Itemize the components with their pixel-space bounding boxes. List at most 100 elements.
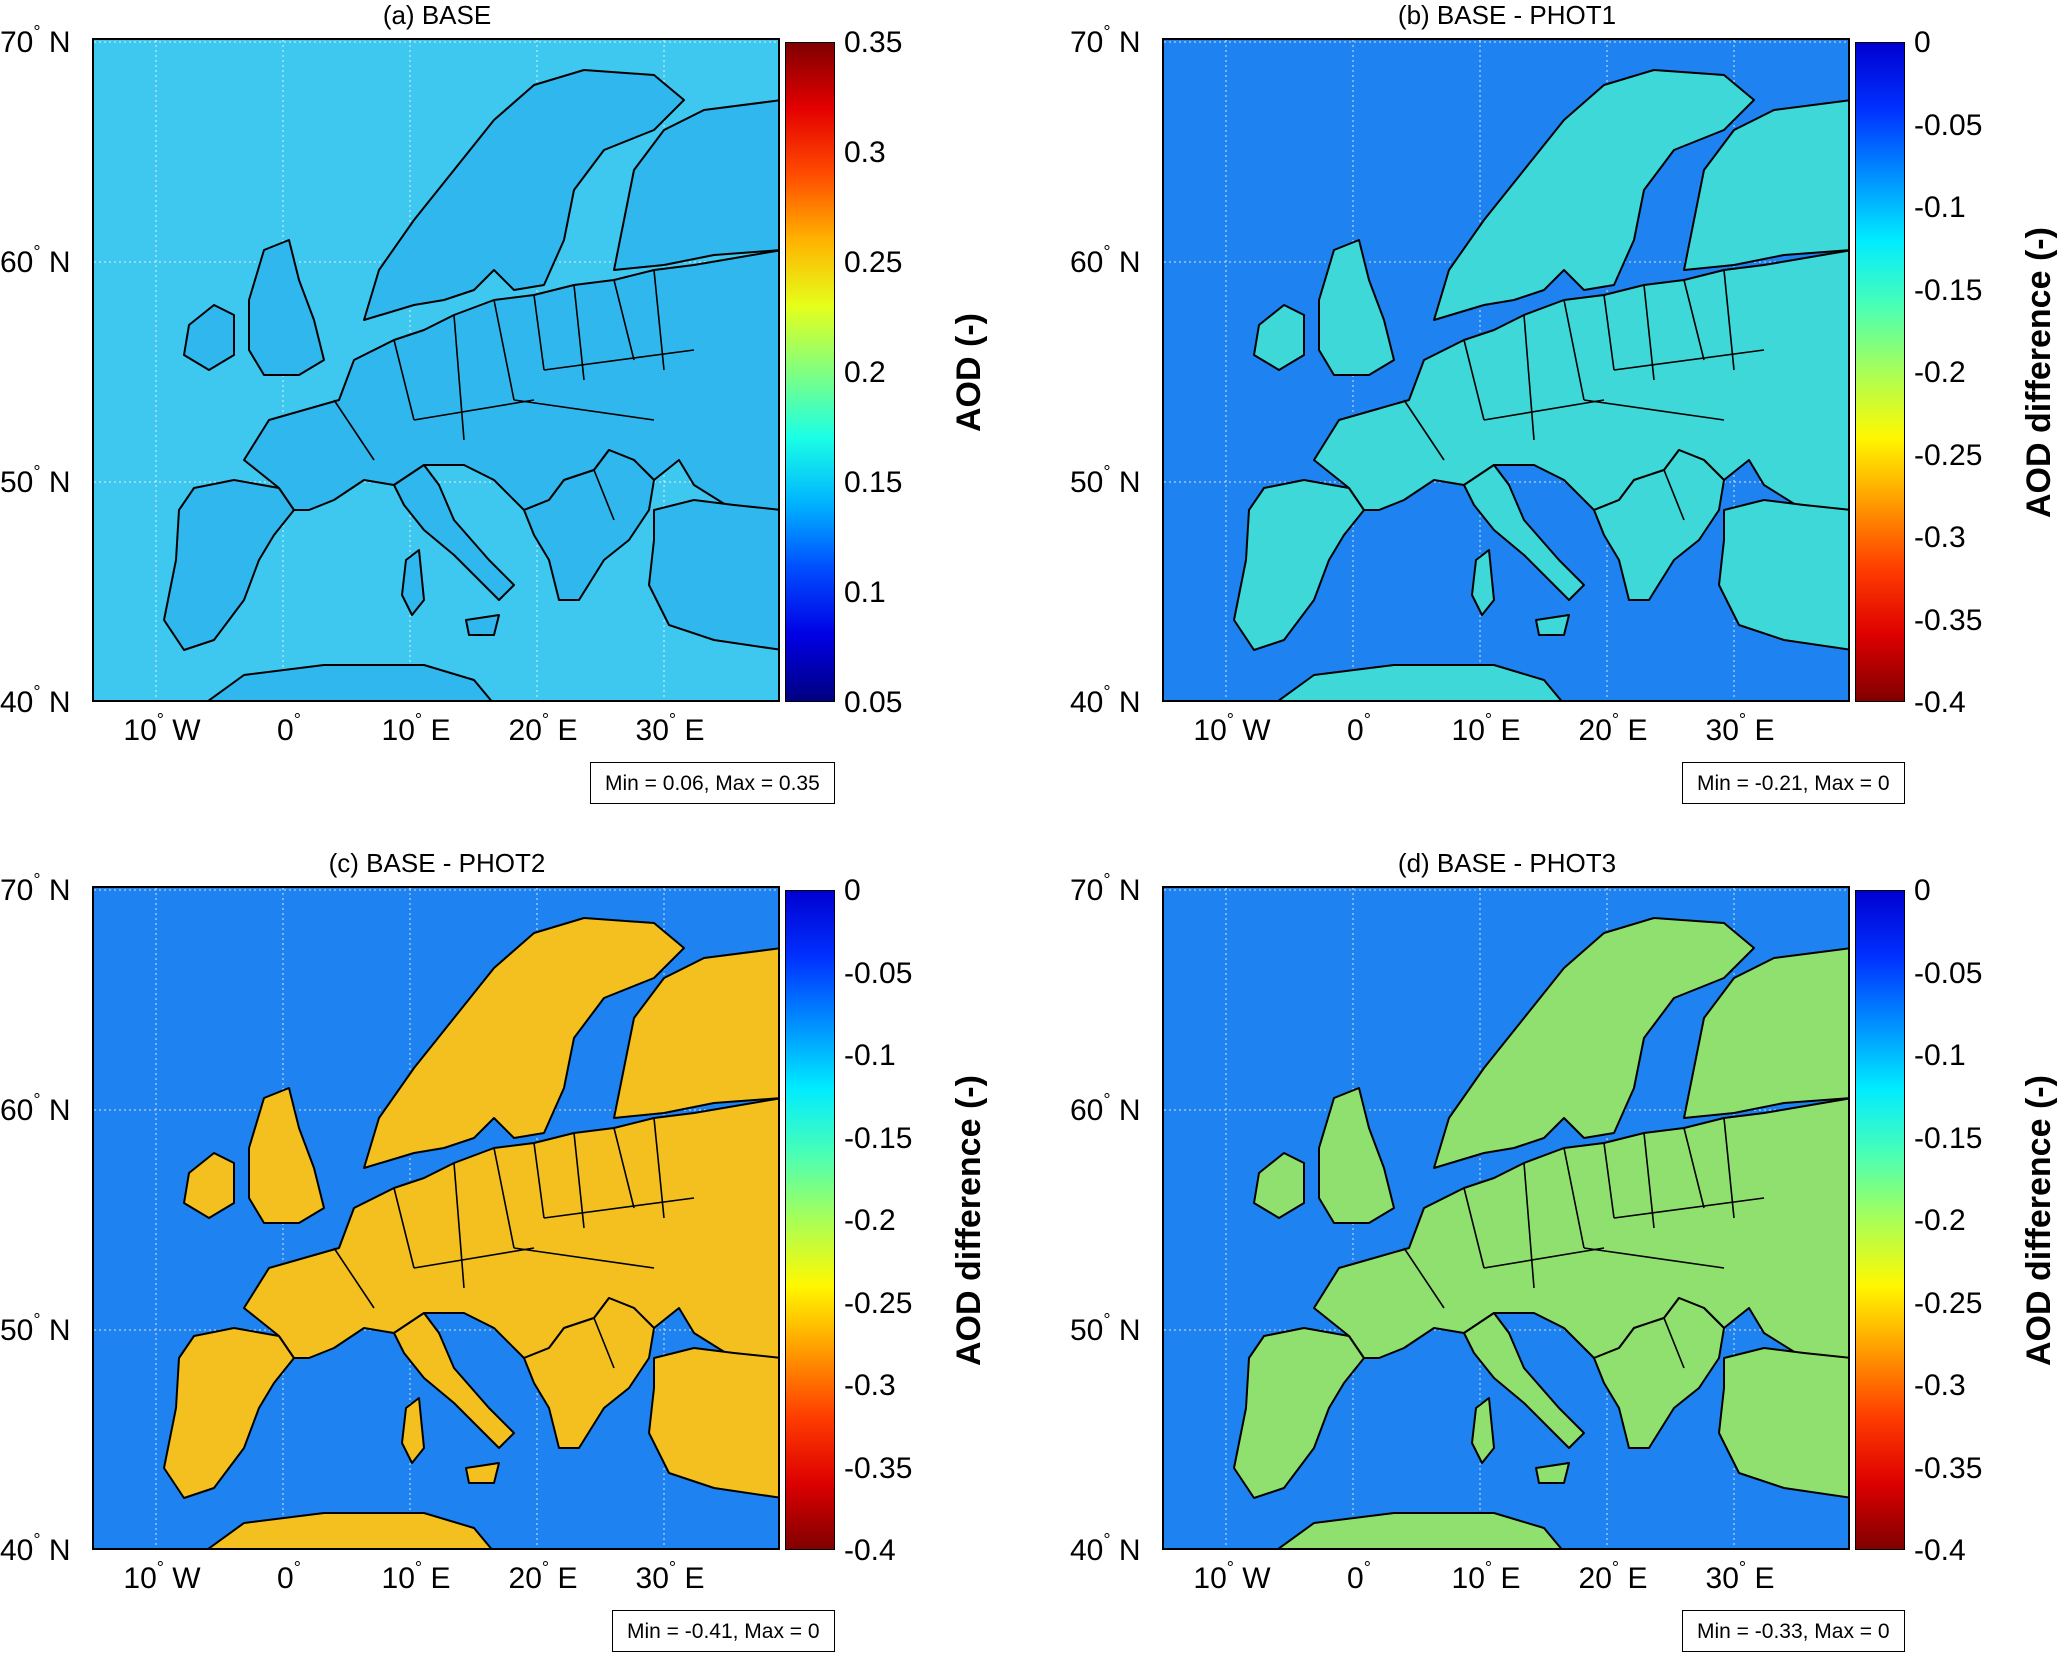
land-polygon xyxy=(1535,1462,1570,1484)
map-area xyxy=(92,38,780,702)
lat-label: 40° N xyxy=(1070,1530,1141,1567)
colorbar-tick-label: 0.35 xyxy=(844,26,903,59)
panel-title: (d) BASE - PHOT3 xyxy=(1397,848,1617,878)
lon-label: 20° E xyxy=(508,1558,578,1595)
colorbar-tick-label: -0.25 xyxy=(1914,1286,1983,1320)
land-polygon xyxy=(1718,499,1848,651)
country-border xyxy=(653,1117,665,1219)
colorbar-tick-label: 0.2 xyxy=(844,356,886,389)
lat-label: 40° N xyxy=(0,682,71,719)
lon-label: 0° xyxy=(277,710,301,747)
min-max-annotation: Min = -0.21, Max = 0 xyxy=(1682,762,1905,804)
land-polygon xyxy=(1471,549,1495,616)
colorbar-tick-label: -0.1 xyxy=(1914,1039,1966,1072)
colorbar xyxy=(785,890,835,1550)
country-border xyxy=(1563,299,1585,401)
lon-label: 30° E xyxy=(1705,1558,1775,1595)
country-border xyxy=(593,469,615,521)
land-polygon xyxy=(1471,1397,1495,1464)
colorbar-tick-label: -0.25 xyxy=(1914,438,1983,472)
lon-label: 10° W xyxy=(1193,710,1271,747)
colorbar-tick-label: 0.3 xyxy=(844,136,886,169)
land-polygon xyxy=(401,549,425,616)
country-border xyxy=(543,349,695,371)
map-area xyxy=(1162,38,1850,702)
map-svg xyxy=(94,888,778,1548)
country-border xyxy=(393,1187,415,1269)
country-border xyxy=(1663,469,1685,521)
lon-label: 10° E xyxy=(1451,1558,1521,1595)
colorbar-label: AOD difference (-) xyxy=(2020,226,2058,518)
colorbar-tick-label: -0.35 xyxy=(844,1451,913,1485)
land-polygon xyxy=(465,614,500,636)
land-polygon xyxy=(163,479,295,651)
land-polygon xyxy=(183,304,235,371)
land-polygon xyxy=(401,1397,425,1464)
lon-label: 10° W xyxy=(123,1558,201,1595)
colorbar xyxy=(1855,890,1905,1550)
country-border xyxy=(613,279,635,361)
lat-label: 50° N xyxy=(1070,1310,1141,1347)
country-border xyxy=(1583,1247,1725,1269)
land-polygon xyxy=(1253,1152,1305,1219)
land-polygon xyxy=(613,947,778,1119)
lat-label: 70° N xyxy=(1070,870,1141,907)
country-border xyxy=(533,1142,545,1219)
land-polygon xyxy=(363,69,685,321)
country-border xyxy=(593,1317,615,1369)
land-polygon xyxy=(1433,917,1755,1169)
colorbar-tick-label: -0.05 xyxy=(1914,108,1983,142)
land-polygon xyxy=(207,1512,492,1548)
country-border xyxy=(1683,1127,1705,1209)
country-border xyxy=(513,399,655,421)
land-polygon xyxy=(465,1462,500,1484)
map-svg xyxy=(94,40,778,700)
country-border xyxy=(533,294,545,371)
country-border xyxy=(493,1147,515,1249)
land-polygon xyxy=(1593,449,1725,601)
land-polygon xyxy=(1535,614,1570,636)
country-border xyxy=(1603,294,1615,371)
colorbar-tick-label: 0 xyxy=(1914,26,1931,59)
land-polygon xyxy=(1233,479,1365,651)
land-polygon xyxy=(1277,1512,1562,1548)
land-polygon xyxy=(183,1152,235,1219)
land-polygon xyxy=(1277,664,1562,700)
colorbar-tick-label: -0.15 xyxy=(844,1121,913,1155)
country-border xyxy=(1683,279,1705,361)
country-border xyxy=(1663,1317,1685,1369)
country-border xyxy=(1403,1247,1445,1309)
colorbar-tick-label: 0.05 xyxy=(844,686,903,719)
country-border xyxy=(333,1247,375,1309)
land-polygon xyxy=(248,1087,325,1224)
panel-c: (c) BASE - PHOT2 70° N 60° N 50° N 40° N 10° … xyxy=(0,848,1000,1668)
country-border xyxy=(653,269,665,371)
country-border xyxy=(1523,1162,1535,1289)
colorbar-tick-label: 0.1 xyxy=(844,576,886,609)
map-svg xyxy=(1164,888,1848,1548)
lon-label: 10° W xyxy=(123,710,201,747)
country-border xyxy=(333,399,375,461)
land-polygon xyxy=(1233,1327,1365,1499)
land-polygon xyxy=(1463,464,1585,601)
country-border xyxy=(513,1247,655,1269)
country-border xyxy=(1723,269,1735,371)
colorbar-tick-label: -0.4 xyxy=(844,1534,896,1567)
country-border xyxy=(393,339,415,421)
colorbar-tick-label: -0.1 xyxy=(1914,191,1966,224)
lon-label: 10° W xyxy=(1193,1558,1271,1595)
map-svg xyxy=(1164,40,1848,700)
country-border xyxy=(413,1247,535,1269)
land-polygon xyxy=(363,917,685,1169)
country-border xyxy=(1523,314,1535,441)
country-border xyxy=(1483,1247,1605,1269)
colorbar-tick-label: -0.2 xyxy=(1914,1204,1966,1237)
colorbar-label: AOD (-) xyxy=(950,312,988,432)
land-polygon xyxy=(1718,1347,1848,1499)
panel-d: (d) BASE - PHOT3 70° N 60° N 50° N 40° N 10° … xyxy=(1070,848,2067,1668)
colorbar-tick-label: -0.2 xyxy=(844,1204,896,1237)
lat-label: 60° N xyxy=(1070,1090,1141,1127)
colorbar-tick-label: 0.15 xyxy=(844,466,903,499)
lon-label: 20° E xyxy=(1578,710,1648,747)
panel-title: (c) BASE - PHOT2 xyxy=(328,848,546,878)
